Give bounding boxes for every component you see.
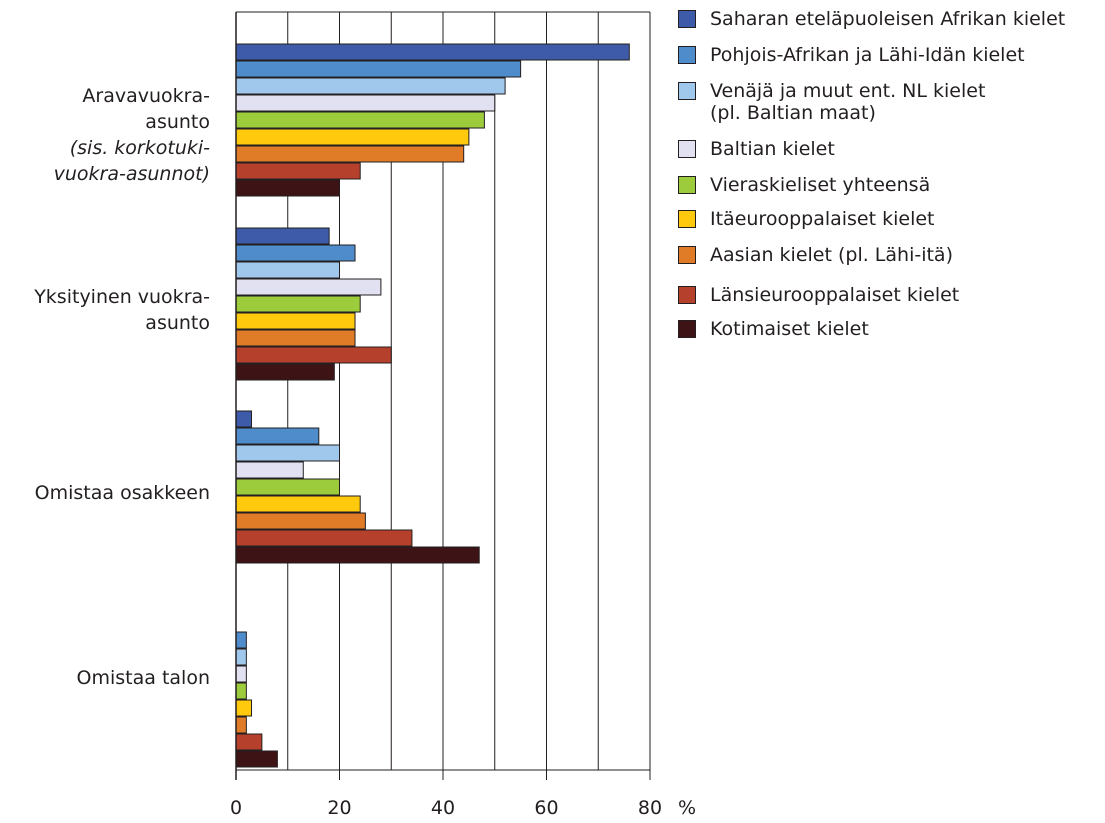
- bar: [235, 329, 356, 347]
- legend-label: Venäjä ja muut ent. NL kielet (pl. Balti…: [710, 80, 986, 124]
- bar: [235, 648, 247, 666]
- legend-swatch: [678, 176, 696, 194]
- bar: [235, 716, 247, 734]
- bar: [235, 665, 247, 683]
- legend-label: Länsieurooppalaiset kielet: [710, 284, 960, 306]
- x-tick-label: 40: [431, 797, 455, 819]
- bar: [235, 682, 247, 700]
- legend-label: Vieraskieliset yhteensä: [710, 174, 931, 196]
- legend-label: Baltian kielet: [710, 138, 835, 160]
- legend-label: Aasian kielet (pl. Lähi-itä): [710, 244, 953, 266]
- bar: [235, 77, 506, 95]
- bar: [235, 227, 330, 245]
- category-label-line: Omistaa osakkeen: [34, 482, 210, 504]
- x-tick-label: 20: [327, 797, 351, 819]
- bar: [235, 162, 361, 180]
- bar: [235, 295, 361, 313]
- bar: [235, 128, 470, 146]
- bar: [235, 546, 480, 564]
- bar: [235, 512, 366, 530]
- legend-label: Kotimaiset kielet: [710, 318, 869, 340]
- legend-swatch: [678, 46, 696, 64]
- bar: [235, 529, 413, 547]
- bar: [235, 94, 496, 112]
- bar: [235, 346, 392, 364]
- category-label-line: Omistaa talon: [76, 667, 210, 689]
- bar: [235, 478, 340, 496]
- legend-swatch: [678, 82, 696, 100]
- bar: [235, 278, 382, 296]
- bar: [235, 60, 522, 78]
- bar: [235, 244, 356, 262]
- x-tick-label: 80: [638, 797, 662, 819]
- category-label-line: asunto: [145, 312, 210, 334]
- legend-label: Saharan eteläpuoleisen Afrikan kielet: [710, 8, 1066, 30]
- legend-swatch: [678, 210, 696, 228]
- category-note-line: vuokra-asunnot): [53, 163, 210, 185]
- bar: [235, 750, 278, 768]
- bar: [235, 733, 263, 751]
- category-label: Omistaa talon: [77, 665, 210, 691]
- bar: [235, 699, 253, 717]
- bar: [235, 363, 335, 381]
- x-tick-label: 0: [230, 797, 242, 819]
- bar: [235, 312, 356, 330]
- bar: [235, 179, 340, 197]
- category-label-line: asunto: [145, 111, 210, 133]
- legend-swatch: [678, 246, 696, 264]
- bar: [235, 444, 340, 462]
- legend-swatch: [678, 140, 696, 158]
- bar: [235, 111, 485, 129]
- bar: [235, 410, 253, 428]
- category-label: Omistaa osakkeen: [35, 480, 210, 506]
- bar: [235, 461, 304, 479]
- bar: [235, 427, 320, 445]
- bar: [235, 145, 465, 163]
- legend-swatch: [678, 320, 696, 338]
- category-label: Aravavuokra-asunto (sis. korkotuki-vuokra…: [54, 83, 210, 187]
- category-note-line: (sis. korkotuki-: [69, 137, 210, 159]
- bar: [235, 261, 340, 279]
- bar: [235, 495, 361, 513]
- x-tick-label: 60: [534, 797, 558, 819]
- x-unit-label: %: [678, 797, 696, 819]
- bar: [235, 43, 630, 61]
- category-label-line: Aravavuokra-: [82, 85, 210, 107]
- bar: [235, 631, 247, 649]
- legend-swatch: [678, 286, 696, 304]
- legend-swatch: [678, 10, 696, 28]
- category-label: Yksityinen vuokra-asunto: [34, 284, 210, 336]
- category-label-line: Yksityinen vuokra-: [34, 286, 210, 308]
- legend-label: Itäeurooppalaiset kielet: [710, 208, 935, 230]
- legend-label: Pohjois-Afrikan ja Lähi-Idän kielet: [710, 44, 1025, 66]
